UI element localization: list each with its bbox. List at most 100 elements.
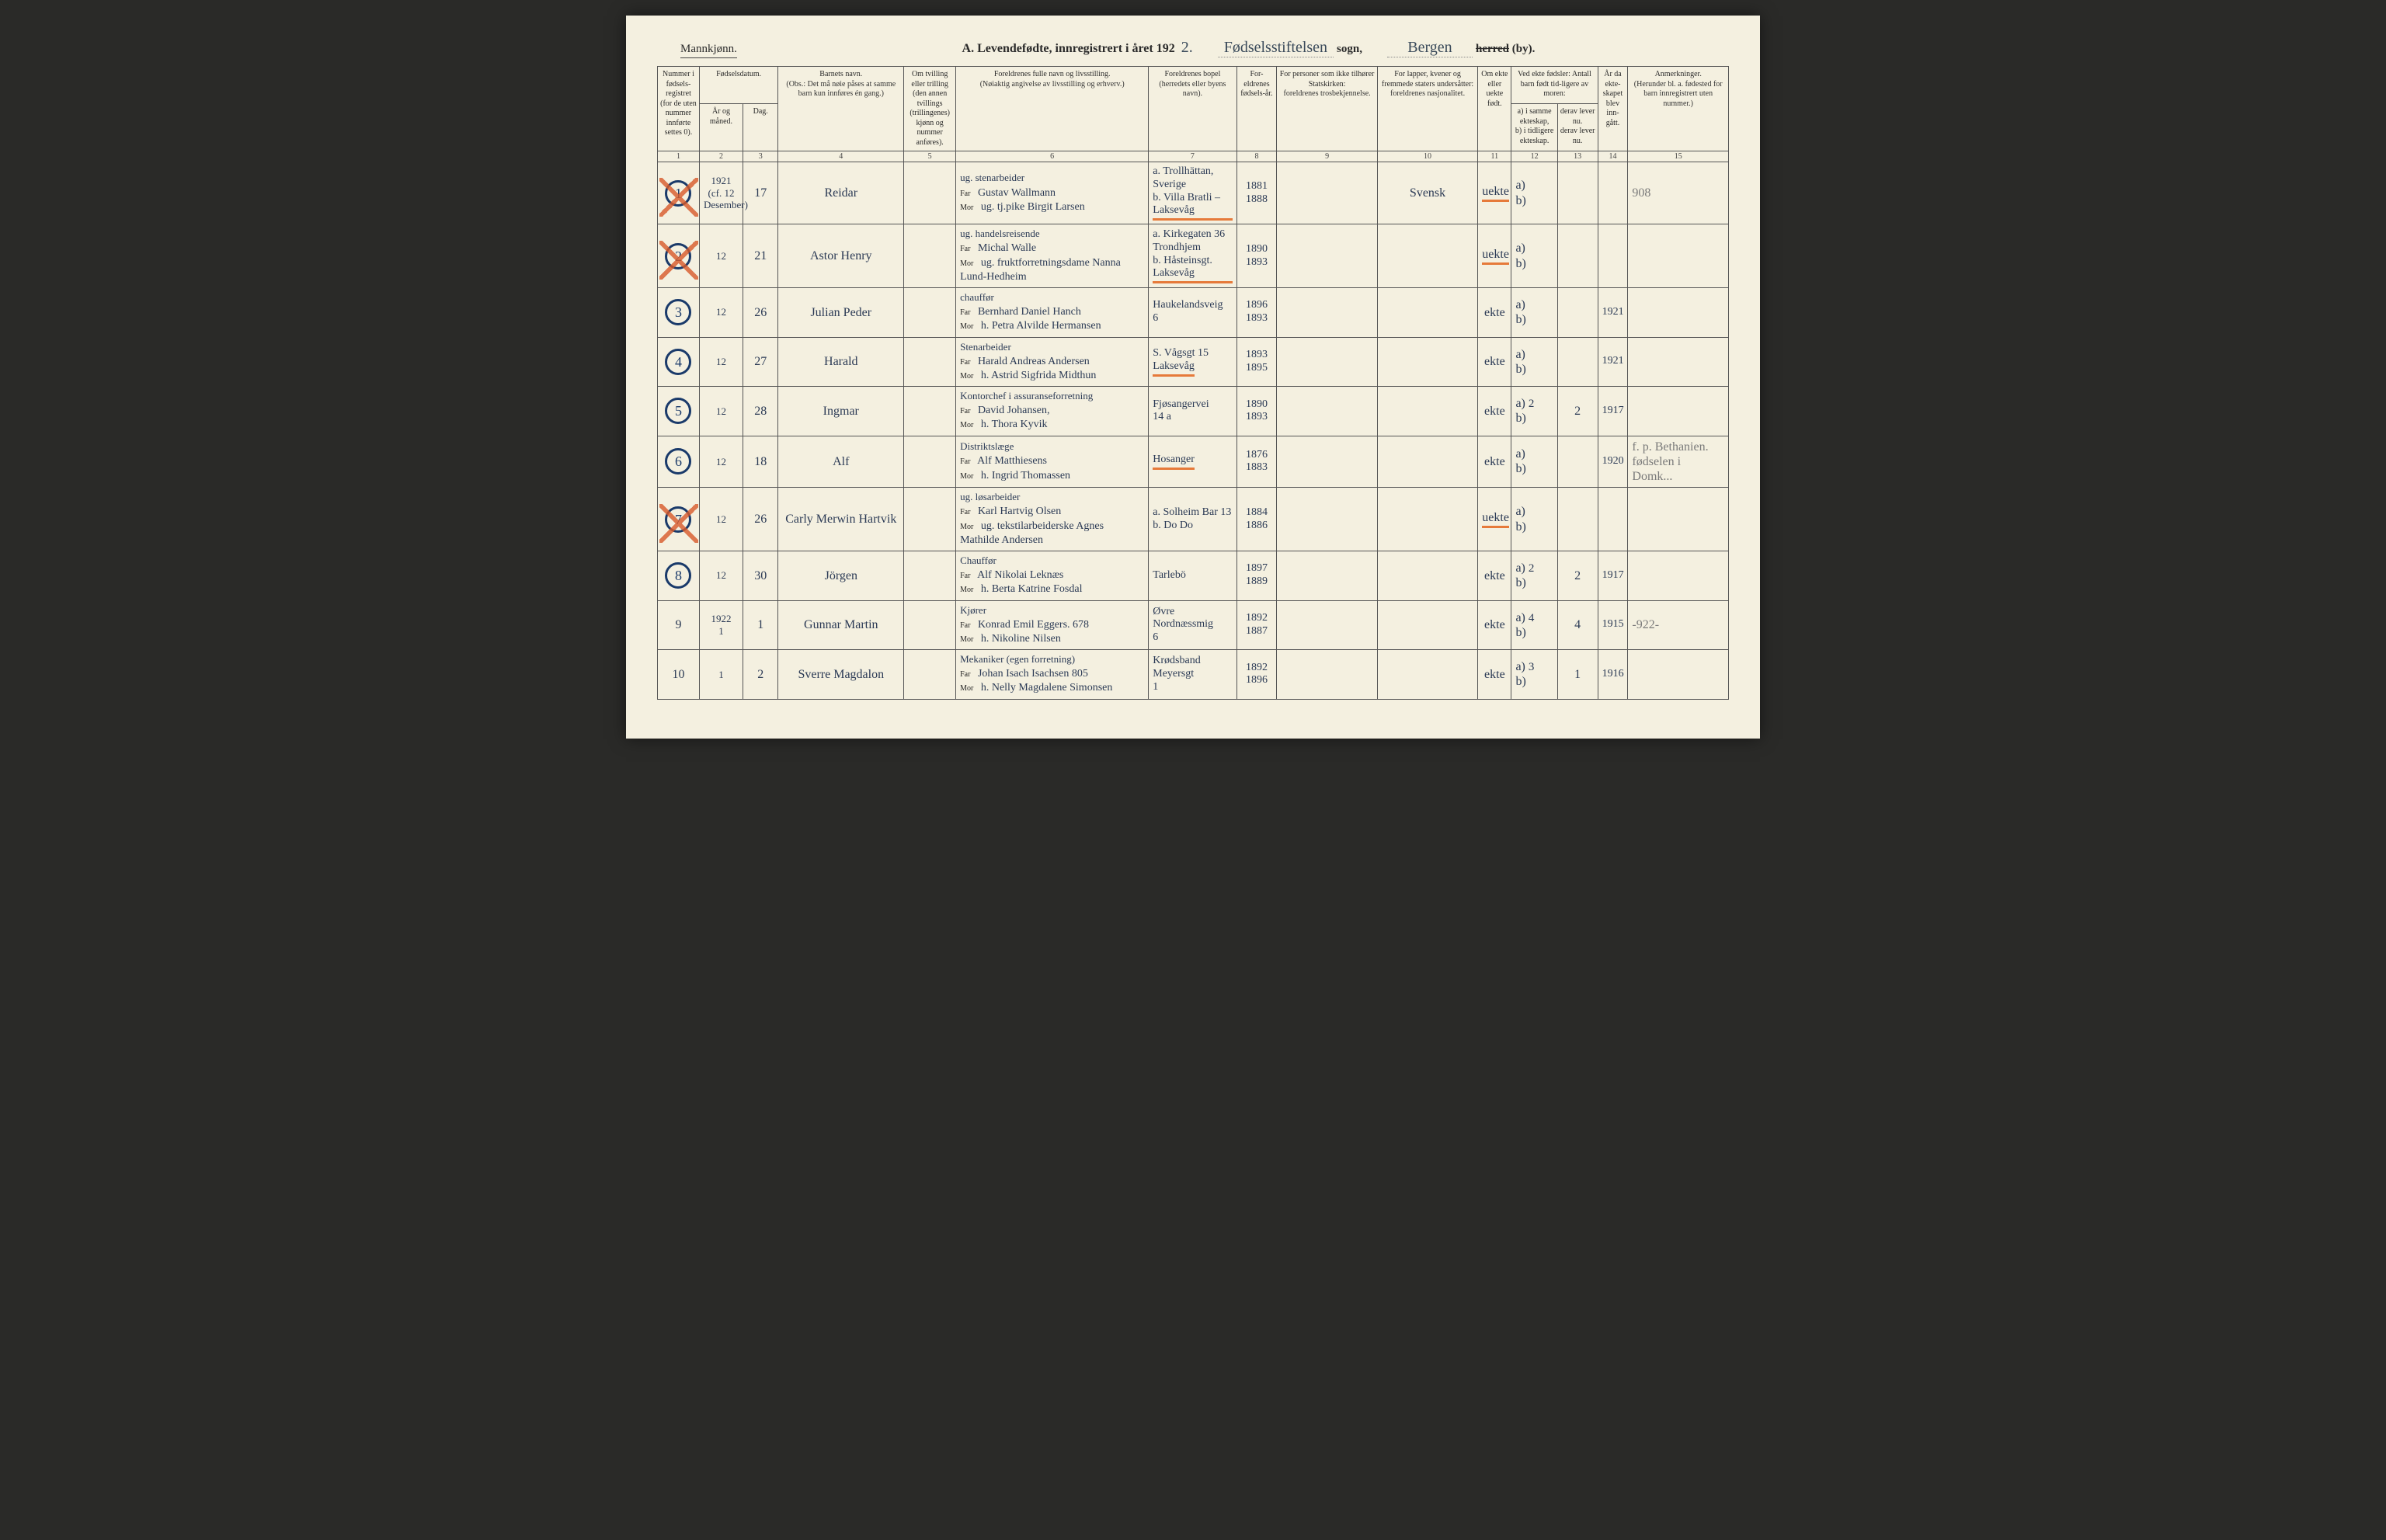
- twin: [904, 551, 956, 600]
- col-9-header: For personer som ikke tilhører Statskirk…: [1277, 67, 1377, 151]
- parent-birth-years: 18921896: [1236, 650, 1277, 700]
- mother-block: Mor h. Ingrid Thomassen: [960, 469, 1144, 483]
- father-block: ug. stenarbeiderFar Gustav Wallmann: [960, 172, 1144, 200]
- table-body: 11921 (cf. 12 Desember)17Reidarug. stena…: [658, 162, 1729, 700]
- religion: [1277, 287, 1377, 337]
- mother-block: Mor h. Nikoline Nilsen: [960, 632, 1144, 646]
- living-now: 4: [1557, 600, 1598, 650]
- residence: Øvre Nordnæssmig6: [1149, 600, 1236, 650]
- col-4-header: Barnets navn. (Obs.: Det må nøie påses a…: [778, 67, 904, 151]
- prior-children-ab: a)3b): [1511, 650, 1557, 700]
- table-row: 31226Julian PederchaufførFar Bernhard Da…: [658, 287, 1729, 337]
- entry-number: 1: [658, 162, 700, 224]
- entry-number: 6: [658, 436, 700, 488]
- child-name: Ingmar: [778, 387, 904, 436]
- district-label: herred (by).: [1476, 43, 1535, 55]
- religion: [1277, 488, 1377, 551]
- remarks: [1628, 387, 1729, 436]
- remarks: f. p. Bethanien. fødselen i Domk...: [1628, 436, 1729, 488]
- marriage-year: [1598, 224, 1628, 288]
- child-name: Harald: [778, 337, 904, 387]
- entry-number: 5: [658, 387, 700, 436]
- parent-birth-years: 18931895: [1236, 337, 1277, 387]
- twin: [904, 162, 956, 224]
- parents: ug. stenarbeiderFar Gustav WallmannMor u…: [956, 162, 1149, 224]
- parents: ug. handelsreisendeFar Michal WalleMor u…: [956, 224, 1149, 288]
- child-name: Sverre Magdalon: [778, 650, 904, 700]
- prior-children-ab: a)b): [1511, 436, 1557, 488]
- religion: [1277, 224, 1377, 288]
- year-month: 12: [699, 337, 743, 387]
- father-block: ug. handelsreisendeFar Michal Walle: [960, 228, 1144, 256]
- marriage-year: 1916: [1598, 650, 1628, 700]
- marriage-year: 1921: [1598, 337, 1628, 387]
- living-now: [1557, 488, 1598, 551]
- day: 1: [743, 600, 778, 650]
- parent-birth-years: 18841886: [1236, 488, 1277, 551]
- table-row: 11921 (cf. 12 Desember)17Reidarug. stena…: [658, 162, 1729, 224]
- prior-children-ab: a)b): [1511, 337, 1557, 387]
- father-block: ug. løsarbeiderFar Karl Hartvig Olsen: [960, 491, 1144, 519]
- father-block: ChaufførFar Alf Nikolai Leknæs: [960, 554, 1144, 582]
- table-row: 1012Sverre MagdalonMekaniker (egen forre…: [658, 650, 1729, 700]
- parents: DistriktslægeFar Alf MatthiesensMor h. I…: [956, 436, 1149, 488]
- remarks: -922-: [1628, 600, 1729, 650]
- year-month: 12: [699, 551, 743, 600]
- remarks: [1628, 551, 1729, 600]
- legitimacy: uekte: [1478, 162, 1511, 224]
- legitimacy: ekte: [1478, 287, 1511, 337]
- religion: [1277, 436, 1377, 488]
- nationality: [1377, 337, 1477, 387]
- marriage-year: 1917: [1598, 551, 1628, 600]
- parents: Kontorchef i assuranseforretningFar Davi…: [956, 387, 1149, 436]
- marriage-year: 1920: [1598, 436, 1628, 488]
- entry-number: 10: [658, 650, 700, 700]
- col-6-header: Foreldrenes fulle navn og livsstilling. …: [956, 67, 1149, 151]
- twin: [904, 436, 956, 488]
- legitimacy: ekte: [1478, 436, 1511, 488]
- prior-children-ab: a)4b): [1511, 600, 1557, 650]
- legitimacy: ekte: [1478, 600, 1511, 650]
- legitimacy: ekte: [1478, 551, 1511, 600]
- child-name: Carly Merwin Hartvik: [778, 488, 904, 551]
- mother-block: Mor h. Astrid Sigfrida Midthun: [960, 369, 1144, 383]
- year-suffix: 2.: [1175, 39, 1199, 57]
- nationality: [1377, 551, 1477, 600]
- parents: ChaufførFar Alf Nikolai LeknæsMor h. Ber…: [956, 551, 1149, 600]
- living-now: 2: [1557, 387, 1598, 436]
- mother-block: Mor ug. tj.pike Birgit Larsen: [960, 200, 1144, 214]
- twin: [904, 337, 956, 387]
- twin: [904, 488, 956, 551]
- residence: Tarlebö: [1149, 551, 1236, 600]
- entry-number: 2: [658, 224, 700, 288]
- prior-children-ab: a)b): [1511, 488, 1557, 551]
- col-14-header: År da ekte-skapet blev inn-gått.: [1598, 67, 1628, 151]
- col-7-header: Foreldrenes bopel (herredets eller byens…: [1149, 67, 1236, 151]
- year-month: 12: [699, 287, 743, 337]
- religion: [1277, 551, 1377, 600]
- twin: [904, 224, 956, 288]
- col-ved-header: Ved ekte fødsler: Antall barn født tid-l…: [1511, 67, 1598, 104]
- remarks: [1628, 287, 1729, 337]
- marriage-year: [1598, 488, 1628, 551]
- col-3-header: Dag.: [743, 104, 778, 151]
- remarks: [1628, 224, 1729, 288]
- parish-script: Fødselsstiftelsen: [1218, 39, 1334, 57]
- twin: [904, 287, 956, 337]
- residence: Hosanger: [1149, 436, 1236, 488]
- parent-birth-years: 18761883: [1236, 436, 1277, 488]
- remarks: [1628, 650, 1729, 700]
- table-row: 41227HaraldStenarbeiderFar Harald Andrea…: [658, 337, 1729, 387]
- living-now: 2: [1557, 551, 1598, 600]
- day: 30: [743, 551, 778, 600]
- father-block: Mekaniker (egen forretning)Far Johan Isa…: [960, 653, 1144, 681]
- mother-block: Mor h. Nelly Magdalene Simonsen: [960, 681, 1144, 695]
- col-2-header: År og måned.: [699, 104, 743, 151]
- father-block: chaufførFar Bernhard Daniel Hanch: [960, 291, 1144, 319]
- child-name: Julian Peder: [778, 287, 904, 337]
- father-block: StenarbeiderFar Harald Andreas Andersen: [960, 341, 1144, 369]
- col-10-header: For lapper, kvener og fremmede staters u…: [1377, 67, 1477, 151]
- living-now: [1557, 162, 1598, 224]
- twin: [904, 650, 956, 700]
- col-12-header: a) i samme ekteskap, b) i tidligere ekte…: [1511, 104, 1557, 151]
